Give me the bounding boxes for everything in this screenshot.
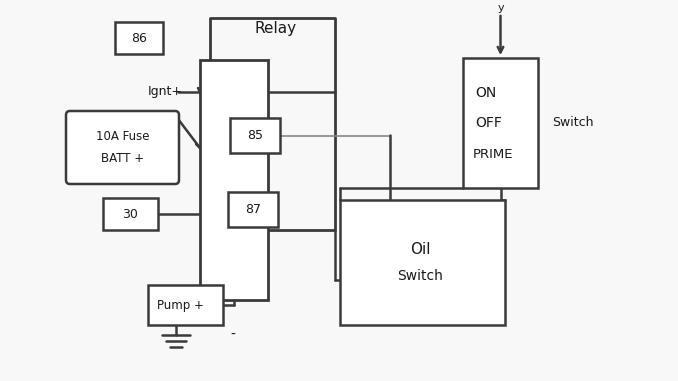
Bar [463,58,538,188]
Bar [230,118,280,153]
Text: 85: 85 [247,129,263,142]
Text: 10A Fuse: 10A Fuse [96,131,149,144]
Bar [148,285,223,325]
Text: Pump +: Pump + [157,298,204,312]
Text: PRIME: PRIME [473,149,513,162]
Text: Switch: Switch [397,269,443,283]
Text: 86: 86 [131,32,147,45]
Bar [103,198,158,230]
Text: BATT +: BATT + [101,152,144,165]
Text: ON: ON [475,86,496,100]
Text: Oil: Oil [410,242,431,258]
Bar [228,192,278,227]
Text: Ignt+: Ignt+ [148,85,183,99]
Text: y: y [497,3,504,13]
Text: OFF: OFF [475,116,502,130]
Text: Relay: Relay [255,21,297,35]
Text: 87: 87 [245,203,261,216]
FancyBboxPatch shape [66,111,179,184]
Bar [115,22,163,54]
Text: 30: 30 [123,208,138,221]
Text: Switch: Switch [553,117,594,130]
Bar [340,200,505,325]
Bar [355,218,485,308]
Text: -: - [231,328,235,342]
Bar [200,60,268,300]
